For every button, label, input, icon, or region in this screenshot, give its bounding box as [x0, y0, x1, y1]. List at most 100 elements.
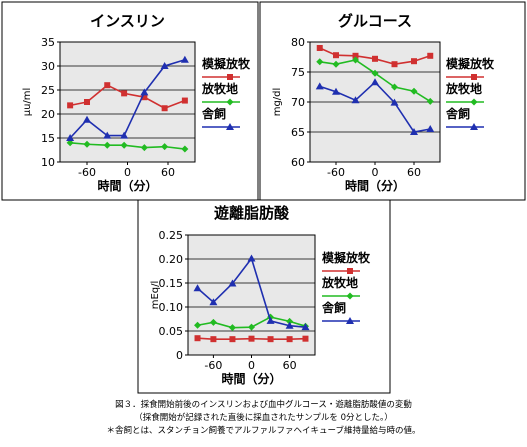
y-tick-label: 0.05 [159, 325, 184, 338]
series-舎飼 [315, 78, 435, 135]
x-tick-label: 60 [283, 359, 297, 372]
x-tick-label: 0 [372, 166, 379, 179]
data-point [121, 90, 128, 97]
chart-title: グルコース [338, 12, 412, 30]
data-point [160, 62, 169, 69]
data-point [410, 128, 418, 135]
x-axis-label: 時間（分） [97, 178, 157, 193]
y-tick-label: 15 [41, 132, 55, 145]
data-point [103, 141, 111, 149]
x-axis-label: 時間（分） [345, 178, 405, 193]
y-axis-label: mEq/l [150, 281, 161, 310]
data-point [194, 321, 202, 329]
data-point [226, 123, 234, 130]
data-point [286, 317, 294, 325]
data-point [66, 134, 75, 141]
data-point [228, 324, 236, 332]
x-tick-label: -60 [204, 359, 222, 372]
data-point [248, 335, 255, 342]
data-point [209, 298, 218, 306]
data-point [285, 321, 294, 329]
legend-label: 放牧地 [445, 81, 482, 96]
series-放牧地 [66, 139, 189, 153]
data-point [346, 292, 354, 300]
y-tick-label: 25 [41, 84, 55, 97]
series-放牧地 [194, 313, 309, 332]
y-tick-label: 0.10 [159, 301, 184, 314]
data-point [103, 131, 112, 139]
chart-title: インスリン [90, 12, 165, 30]
series-舎飼 [193, 254, 310, 331]
legend-label: 模擬放牧 [446, 56, 495, 71]
data-point [228, 279, 237, 287]
series-模擬放牧 [194, 335, 309, 343]
chart-panel-0: インスリン 10 15 20 25 30 35 -60 0 60 時間（分） μu/ml 模擬放牧放牧地… [1, 1, 259, 201]
data-point [372, 55, 378, 62]
y-tick-label: 0 [176, 349, 183, 362]
data-point [67, 102, 74, 109]
data-point [471, 74, 477, 80]
y-tick-label: 80 [291, 36, 305, 49]
data-point [209, 318, 217, 326]
y-axis-label: μu/ml [22, 88, 33, 117]
series-模擬放牧 [316, 45, 434, 68]
x-tick-label: 60 [161, 166, 175, 179]
data-point [248, 323, 255, 331]
data-point [161, 143, 169, 151]
legend-label: 模擬放牧 [322, 250, 371, 265]
caption-note: （採食開始が記録された直後に採血されたサンプルを 0分とした。） [134, 413, 393, 423]
legend-label: 舎飼 [322, 300, 346, 315]
data-point [226, 98, 234, 106]
data-point [120, 141, 128, 149]
legend-label: 舎飼 [202, 106, 226, 121]
data-point [351, 96, 360, 104]
series-舎飼 [66, 55, 189, 141]
data-point [316, 45, 323, 51]
data-point [181, 97, 188, 104]
data-point [301, 323, 310, 331]
data-point [210, 336, 217, 343]
series-模擬放牧 [67, 82, 188, 112]
figure-caption: 図３．採食開始前後のインスリンおよび血中グルコース・遊離脂肪酸値の変動 [115, 400, 412, 410]
plot-area [59, 41, 196, 163]
data-point [227, 74, 233, 80]
data-point [470, 98, 478, 106]
data-point [267, 336, 274, 343]
data-point [470, 123, 478, 130]
data-point [140, 88, 149, 96]
data-point [333, 52, 339, 59]
legend-label: 放牧地 [321, 275, 358, 290]
y-tick-label: 0.15 [159, 277, 184, 290]
data-point [194, 335, 201, 342]
data-point [104, 82, 111, 89]
data-point [193, 284, 202, 292]
y-tick-label: 35 [41, 36, 55, 49]
y-tick-label: 75 [291, 66, 305, 79]
data-point [286, 336, 293, 343]
data-point [84, 99, 90, 105]
data-point [426, 125, 435, 132]
data-point [332, 87, 340, 95]
data-point [140, 144, 148, 152]
data-point [66, 139, 74, 147]
x-tick-label: 0 [248, 359, 255, 372]
legend-label: 舎飼 [446, 106, 470, 121]
data-point [391, 61, 398, 68]
data-point [266, 316, 275, 324]
legend-label: 放牧地 [201, 81, 238, 96]
data-point [427, 52, 434, 59]
data-point [315, 82, 324, 90]
data-point [391, 83, 398, 91]
data-point [161, 105, 168, 112]
y-tick-label: 30 [41, 60, 55, 73]
y-axis-label: mg/dl [272, 88, 283, 117]
series-放牧地 [316, 56, 434, 105]
y-tick-label: 60 [291, 156, 305, 169]
data-point [390, 98, 399, 106]
data-point [181, 145, 189, 153]
y-tick-label: 10 [41, 156, 55, 169]
